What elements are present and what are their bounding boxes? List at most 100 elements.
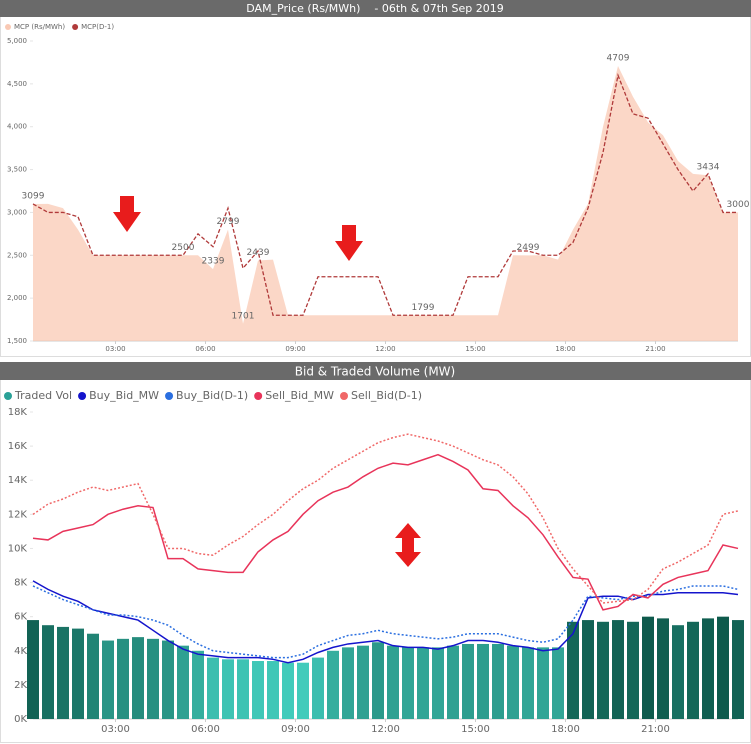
legend-marker [72, 24, 79, 30]
legend-label: Buy_Bid_MW [89, 389, 159, 402]
data-label: 2439 [247, 248, 270, 258]
bar [192, 650, 204, 719]
x-tick-label: 09:00 [281, 724, 310, 735]
line-series [32, 72, 738, 316]
bar [477, 643, 489, 719]
x-tick-label: 15:00 [461, 724, 490, 735]
y-tick-label: 16K [8, 441, 28, 452]
y-tick-label: 3,000 [7, 208, 27, 216]
y-tick-label: 5,000 [7, 37, 27, 45]
bar [717, 616, 729, 719]
y-tick-label: 6K [14, 612, 27, 623]
x-tick-label: 06:00 [191, 724, 220, 735]
bar [252, 661, 264, 719]
bar [657, 618, 669, 719]
bar [312, 657, 324, 719]
bar [372, 642, 384, 719]
bar [552, 647, 564, 719]
y-tick-label: 3,500 [7, 166, 27, 174]
bar [687, 621, 699, 719]
y-tick-label: 10K [8, 543, 28, 554]
arrow-annotation [395, 523, 421, 567]
bar [537, 647, 549, 719]
legend-label: MCP(D-1) [81, 23, 114, 31]
data-label: 1701 [232, 311, 255, 321]
bar [672, 625, 684, 719]
arrow-annotation [335, 225, 363, 261]
bar [567, 621, 579, 719]
legend-label: Buy_Bid(D-1) [176, 389, 248, 402]
bar [282, 662, 294, 719]
x-tick-label: 06:00 [195, 345, 215, 353]
bar [387, 645, 399, 719]
legend-label: MCP (Rs/MWh) [14, 23, 65, 31]
legend-marker [165, 392, 174, 400]
y-tick-label: 4K [14, 646, 27, 657]
x-tick-label: 12:00 [371, 724, 400, 735]
bar [522, 647, 534, 719]
bar [447, 645, 459, 719]
title-bar [0, 0, 751, 17]
chart-title: Bid & Traded Volume (MW) [295, 365, 455, 379]
bar [492, 643, 504, 719]
bar [432, 647, 444, 719]
x-tick-label: 21:00 [645, 345, 665, 353]
bar [732, 620, 744, 719]
line-series [32, 453, 739, 611]
data-label: 3434 [697, 163, 720, 173]
data-label: 3000 [727, 200, 750, 210]
bar [327, 650, 339, 719]
y-tick-label: 1,500 [7, 337, 27, 345]
y-tick-label: 2,500 [7, 251, 27, 259]
x-tick-label: 03:00 [101, 724, 130, 735]
legend-label: Traded Vol [14, 389, 72, 402]
legend-marker [340, 392, 349, 400]
bar [147, 638, 159, 719]
y-tick-label: 8K [14, 578, 27, 589]
line-series [32, 433, 739, 604]
data-label: 2499 [517, 243, 540, 253]
x-tick-label: 09:00 [285, 345, 305, 353]
legend-marker [78, 392, 87, 400]
bar [417, 647, 429, 719]
bar [87, 633, 99, 719]
y-tick-label: 4,500 [7, 80, 27, 88]
bar [117, 638, 129, 719]
bar [642, 616, 654, 719]
bar [702, 618, 714, 719]
y-tick-label: 14K [8, 475, 28, 486]
plot-area: MCP (Rs/MWh) MCP(D-1) 1,500 2,000 2,500 3,000… [4, 23, 750, 735]
title-bar [0, 362, 751, 380]
bar [297, 662, 309, 719]
bar [222, 659, 234, 719]
legend-marker [254, 392, 263, 400]
bar [597, 621, 609, 719]
y-tick-label: 12K [8, 509, 28, 520]
bar [162, 640, 174, 719]
bar [42, 625, 54, 719]
y-tick-label: 18K [8, 407, 28, 418]
y-tick-label: 2K [14, 680, 27, 691]
bar [357, 645, 369, 719]
legend-label: Sell_Bid(D-1) [351, 389, 422, 402]
bar [237, 659, 249, 719]
x-tick-label: 15:00 [465, 345, 485, 353]
y-tick-label: 4,000 [7, 123, 27, 131]
bar [462, 643, 474, 719]
area-series [33, 65, 738, 341]
bar [342, 647, 354, 719]
y-tick-label: 2,000 [7, 294, 27, 302]
legend-marker [4, 392, 12, 400]
data-label: 4709 [607, 53, 630, 63]
bar [582, 620, 594, 719]
bar [612, 620, 624, 719]
legend-label: Sell_Bid_MW [265, 389, 334, 402]
chart-title: DAM_Price (Rs/MWh) - 06th & 07th Sep 201… [246, 2, 503, 15]
x-tick-label: 03:00 [105, 345, 125, 353]
data-label: 3099 [22, 191, 45, 201]
x-tick-label: 18:00 [551, 724, 580, 735]
bar [507, 645, 519, 719]
bar [72, 628, 84, 719]
bar [27, 620, 39, 719]
